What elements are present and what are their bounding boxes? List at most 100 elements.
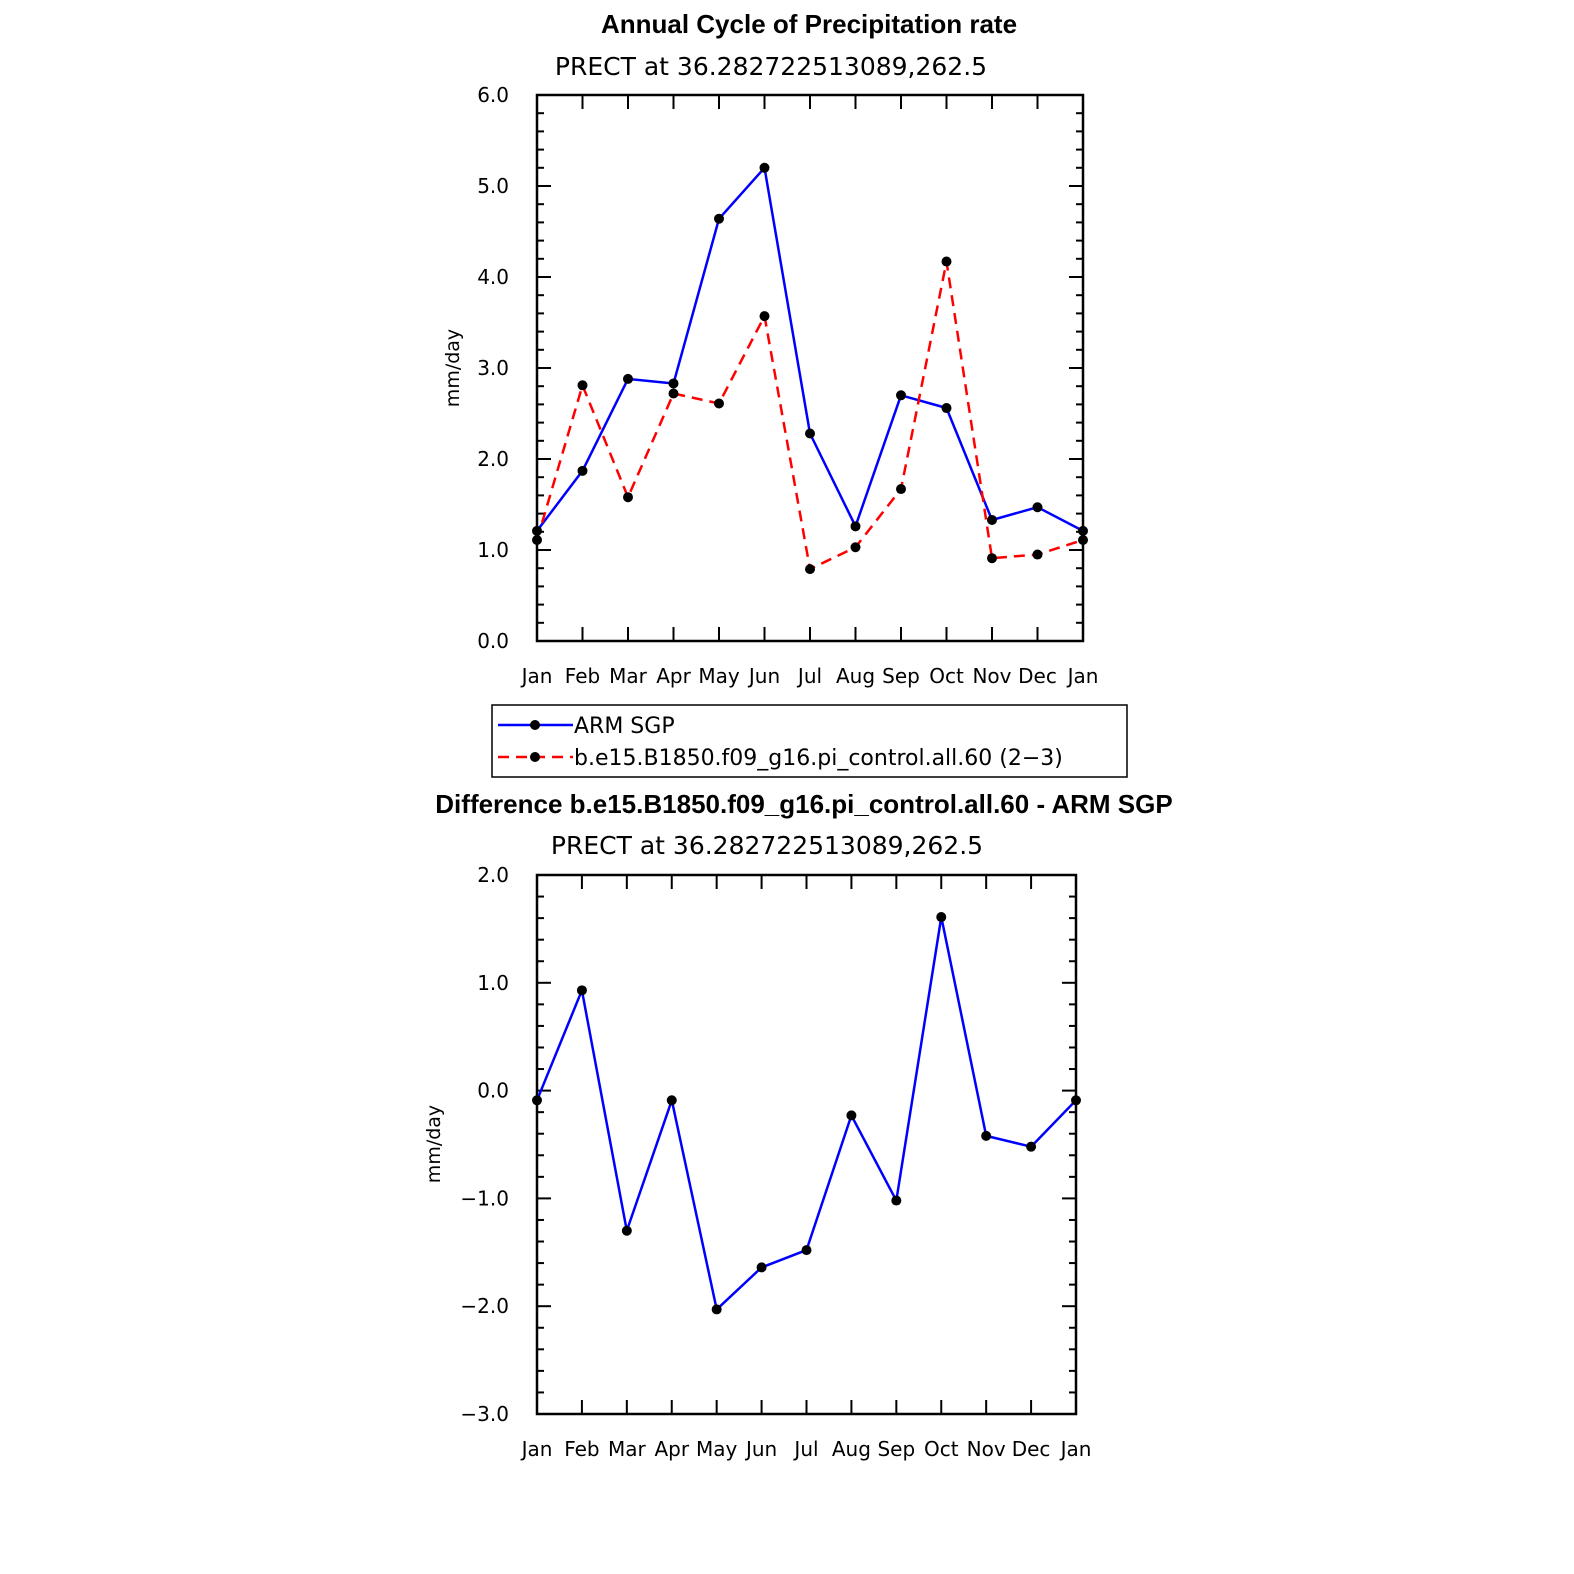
legend-marker-arm-sgp (530, 720, 540, 730)
chart1-series-1-point (896, 484, 906, 495)
chart1-y-tick-label: 2.0 (477, 447, 509, 471)
chart2-series-0-point (1071, 1095, 1081, 1106)
chart1-series-1-point (1078, 534, 1088, 545)
chart2-y-tick-label: 0.0 (477, 1079, 509, 1103)
chart1-series-0-point (850, 521, 861, 532)
chart2-y-tick-label: −3.0 (460, 1402, 509, 1426)
chart1-x-tick-label: Apr (656, 664, 691, 688)
chart2-x-tick-label: Dec (1012, 1437, 1051, 1461)
chart2-y-tick-labels: −3.0 −2.0 −1.0 0.0 1.0 2.0 (460, 863, 509, 1426)
chart1-series-0-point (987, 514, 997, 525)
chart1-x-tick-label: Jun (747, 664, 780, 688)
chart1-series-1-point (941, 256, 952, 267)
chart1-x-tick-label: Jan (520, 664, 553, 688)
chart1-x-tick-label: Sep (882, 664, 920, 688)
chart1-series-0-point (896, 390, 906, 401)
chart1-title: Annual Cycle of Precipitation rate (601, 9, 1017, 39)
chart2-x-tick-label: Jun (744, 1437, 777, 1461)
chart1-series-0-point (805, 428, 815, 439)
chart1-series-0-point (941, 403, 952, 414)
chart2-x-tick-label: Apr (654, 1437, 689, 1461)
chart2-series-0-point (936, 912, 947, 923)
legend-entry-model: b.e15.B1850.f09_g16.pi_control.all.60 (2… (498, 746, 1063, 771)
chart1-x-tick-label: Aug (836, 664, 875, 688)
chart2-x-tick-label: Feb (564, 1437, 599, 1461)
chart1-series-1-point (714, 398, 724, 409)
legend-box (491, 704, 1128, 778)
chart1-x-tick-label: May (698, 664, 740, 688)
chart1-series-1-point (1032, 549, 1043, 560)
chart1-series-1-point (805, 564, 815, 575)
chart1-series-0-point (577, 465, 588, 476)
chart1-series-1-point (668, 388, 679, 399)
chart2-series-0-point (1026, 1141, 1037, 1152)
chart1-series-1-point (759, 311, 770, 322)
legend-marker-model (530, 752, 540, 762)
chart2-plot-frame (535, 873, 1078, 1416)
chart1-series-1-point (987, 553, 997, 564)
chart1-series-line-1 (535, 260, 1084, 571)
chart2-series-0-point (846, 1110, 857, 1121)
chart2-series-0-point (981, 1130, 992, 1141)
chart1-x-tick-label: Oct (929, 664, 964, 688)
precip-annual-cycle-chart: Annual Cycle of Precipitation rate PRECT… (442, 9, 1098, 688)
chart2-series-0-point (576, 985, 587, 996)
chart2-series-0-point (532, 1095, 542, 1106)
legend-entry-arm-sgp: ARM SGP (498, 714, 675, 739)
chart1-y-tick-label: 3.0 (477, 356, 509, 380)
chart2-y-tick-label: 2.0 (477, 863, 509, 887)
chart1-ticks (536, 94, 1084, 642)
chart2-series-0-point (711, 1304, 722, 1315)
chart1-series-0-point (668, 378, 679, 389)
chart2-series-0-point (621, 1225, 632, 1236)
chart2-series-0-point (756, 1262, 767, 1273)
chart1-series-1-point (577, 380, 588, 391)
chart1-x-tick-label: Feb (565, 664, 600, 688)
chart2-y-tick-label: −1.0 (460, 1186, 509, 1210)
chart1-x-tick-label: Jul (796, 664, 822, 688)
chart1-series (535, 166, 1084, 571)
chart2-x-tick-label: Aug (832, 1437, 871, 1461)
chart1-y-tick-label: 6.0 (477, 83, 509, 107)
chart1-plot-frame (535, 93, 1085, 643)
chart1-y-tick-label: 1.0 (477, 538, 509, 562)
chart1-series-0-point (1078, 525, 1088, 536)
chart1-x-tick-label: Nov (972, 664, 1011, 688)
chart2-x-tick-label: Jan (1059, 1437, 1092, 1461)
chart1-series-1-point (850, 542, 861, 553)
chart1-series-0-point (714, 213, 724, 224)
chart2-x-tick-label: Jul (792, 1437, 818, 1461)
chart2-x-tick-label: Sep (877, 1437, 915, 1461)
difference-chart: Difference b.e15.B1850.f09_g16.pi_contro… (423, 789, 1173, 1461)
chart1-series-0-point (759, 162, 770, 173)
chart1-y-tick-label: 0.0 (477, 629, 509, 653)
chart2-ticks (536, 874, 1077, 1415)
chart1-series-0-point (532, 525, 542, 536)
chart2-title: Difference b.e15.B1850.f09_g16.pi_contro… (435, 789, 1172, 819)
chart1-x-tick-label: Mar (609, 664, 648, 688)
chart2-points (532, 912, 1081, 1315)
chart1-x-tick-label: Dec (1018, 664, 1057, 688)
chart1-x-tick-label: Jan (1066, 664, 1099, 688)
chart2-x-tick-label: Jan (520, 1437, 553, 1461)
legend-label-arm-sgp: ARM SGP (574, 714, 675, 739)
chart2-x-tick-label: Nov (967, 1437, 1006, 1461)
chart2-x-tick-label: May (696, 1437, 738, 1461)
chart1-series-0-point (1032, 502, 1043, 513)
chart2-series-0-point (801, 1245, 812, 1256)
chart1-series-1-point (623, 492, 633, 503)
chart1-y-axis-label: mm/day (442, 329, 464, 407)
chart2-series-0-point (666, 1095, 677, 1106)
chart1-series-0-point (623, 373, 633, 384)
chart2-x-tick-label: Oct (924, 1437, 959, 1461)
chart2-y-tick-label: −2.0 (460, 1294, 509, 1318)
chart1-series-1-point (532, 534, 542, 545)
chart2-y-tick-label: 1.0 (477, 971, 509, 995)
chart1-subtitle: PRECT at 36.282722513089,262.5 (555, 52, 987, 81)
chart1-x-tick-labels: Jan Feb Mar Apr May Jun Jul Aug Sep Oct Nov Dec Jan (520, 664, 1099, 688)
chart2-y-axis-label: mm/day (423, 1105, 445, 1183)
chart2-subtitle: PRECT at 36.282722513089,262.5 (551, 831, 983, 860)
chart2-x-tick-labels: Jan Feb Mar Apr May Jun Jul Aug Sep Oct Nov Dec Jan (520, 1437, 1092, 1461)
chart1-y-tick-labels: 0.0 1.0 2.0 3.0 4.0 5.0 6.0 (477, 83, 509, 653)
legend: ARM SGP b.e15.B1850.f09_g16.pi_control.a… (491, 704, 1128, 778)
